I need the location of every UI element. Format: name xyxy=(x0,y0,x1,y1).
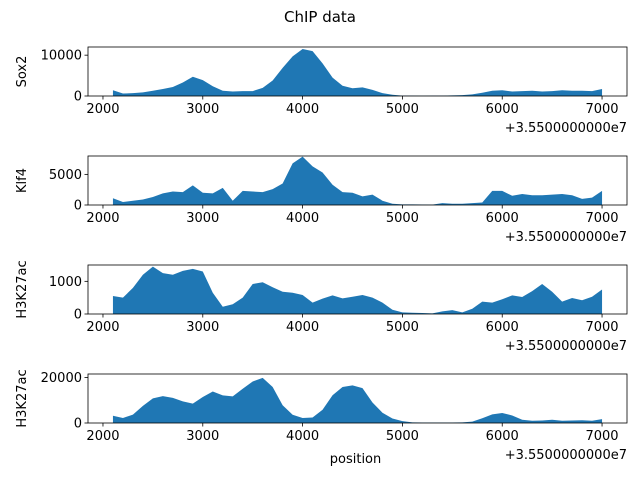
x-tick-label: 3000 xyxy=(186,429,219,444)
area-series-1 xyxy=(112,49,603,96)
y-axis-label: Sox2 xyxy=(15,56,30,88)
x-offset-label: +3.5500000000e7 xyxy=(505,230,627,245)
x-tick-label: 5000 xyxy=(386,211,419,226)
x-tick-label: 6000 xyxy=(486,211,519,226)
x-tick-label: 6000 xyxy=(486,102,519,117)
y-tick-label: 10000 xyxy=(41,49,82,64)
x-offset-label: +3.5500000000e7 xyxy=(505,339,627,354)
plot-frame xyxy=(87,155,628,206)
x-offset-label: +3.5500000000e7 xyxy=(505,448,627,463)
x-tick-label: 2000 xyxy=(86,320,119,335)
y-axis-label: H3K27ac xyxy=(15,369,30,427)
y-tick-label: 0 xyxy=(74,90,82,105)
x-tick-label: 7000 xyxy=(585,211,618,226)
y-tick-label: 5000 xyxy=(49,168,82,183)
x-tick-label: 3000 xyxy=(186,102,219,117)
y-tick-label: 1000 xyxy=(49,275,82,290)
y-axis-label: H3K27ac xyxy=(15,260,30,318)
area-series-3 xyxy=(112,266,603,314)
x-tick-label: 5000 xyxy=(386,102,419,117)
y-tick-label: 0 xyxy=(74,308,82,323)
y-axis-label: Klf4 xyxy=(15,168,30,193)
x-offset-label: +3.5500000000e7 xyxy=(505,121,627,136)
panel-4: 2000 3000 4000 5000 6000 7000 0 20000 +3.5500000… xyxy=(15,369,628,467)
x-tick-label: 7000 xyxy=(585,320,618,335)
plot-frame xyxy=(87,46,628,97)
x-tick-label: 5000 xyxy=(386,429,419,444)
x-axis-label: position xyxy=(330,452,382,467)
area-series-2 xyxy=(112,156,603,205)
plot-frame xyxy=(87,373,628,424)
x-tick-label: 2000 xyxy=(86,429,119,444)
chart-panels: 2000 3000 4000 5000 6000 7000010000+3.5500000… xyxy=(15,46,628,467)
x-tick-label: 6000 xyxy=(486,429,519,444)
x-tick-label: 4000 xyxy=(286,429,319,444)
x-tick-label: 7000 xyxy=(585,102,618,117)
y-tick-label: 20000 xyxy=(41,371,82,386)
plot-frame xyxy=(87,264,628,315)
x-tick-label: 2000 xyxy=(86,211,119,226)
x-tick-label: 3000 xyxy=(186,211,219,226)
x-tick-label: 4000 xyxy=(286,102,319,117)
x-tick-label: 3000 xyxy=(186,320,219,335)
x-tick-label: 4000 xyxy=(286,320,319,335)
y-tick-label: 0 xyxy=(74,199,82,214)
figure-title: ChIP data xyxy=(284,8,356,26)
y-tick-label: 0 xyxy=(74,417,82,432)
x-tick-label: 6000 xyxy=(486,320,519,335)
x-tick-label: 4000 xyxy=(286,211,319,226)
panel-3: 2000 3000 4000 5000 6000 7000 0 1000 +3.55000000… xyxy=(15,260,628,354)
area-series-4 xyxy=(112,377,603,423)
x-tick-label: 5000 xyxy=(386,320,419,335)
panel-2: 2000 3000 4000 5000 6000 7000 0 5000 +3.55000000… xyxy=(15,155,628,245)
x-tick-label: 2000 xyxy=(86,102,119,117)
x-tick-label: 7000 xyxy=(585,429,618,444)
panel-1: 2000 3000 4000 5000 6000 7000 0 10000 +3.5500000… xyxy=(15,46,628,136)
